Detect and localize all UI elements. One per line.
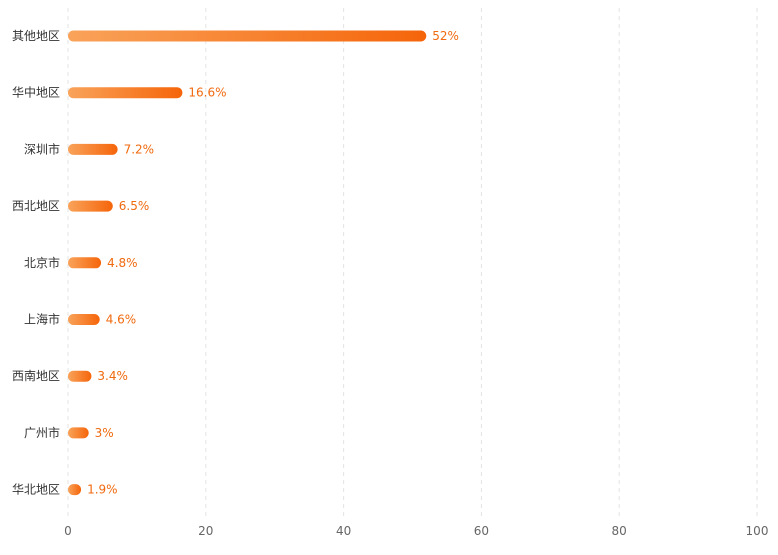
category-label: 北京市 [24, 255, 60, 270]
value-label: 3.4% [97, 369, 128, 383]
value-label: 4.6% [106, 313, 137, 327]
bar[interactable] [68, 427, 89, 439]
bar[interactable] [68, 30, 427, 42]
x-tick-label: 60 [474, 524, 489, 538]
x-tick-label: 100 [746, 524, 769, 538]
value-label: 16.6% [188, 86, 226, 100]
category-label: 华中地区 [12, 85, 60, 100]
value-label: 7.2% [124, 142, 155, 156]
x-tick-label: 0 [64, 524, 72, 538]
bar[interactable] [68, 484, 82, 496]
category-label: 广州市 [24, 425, 60, 440]
value-label: 3% [95, 426, 114, 440]
x-tick-label: 80 [612, 524, 627, 538]
bar[interactable] [68, 87, 183, 99]
category-label: 西南地区 [12, 368, 60, 383]
x-tick-label: 40 [336, 524, 351, 538]
bar[interactable] [68, 314, 100, 325]
category-label: 华北地区 [12, 483, 60, 497]
value-label: 1.9% [87, 483, 118, 497]
value-labels: 52% 16.6% 7.2% 6.5% 4.8% 4.6% 3.4% 3% 1.9% [87, 29, 459, 497]
category-label: 深圳市 [24, 141, 60, 156]
bar[interactable] [68, 370, 92, 382]
x-axis-ticks: 0 20 40 60 80 100 [64, 524, 768, 538]
bar[interactable] [68, 143, 118, 155]
gridlines [67, 8, 758, 520]
category-label: 其他地区 [12, 29, 60, 43]
x-tick-label: 20 [198, 524, 213, 538]
category-label: 上海市 [24, 312, 60, 327]
category-label: 西北地区 [12, 199, 60, 213]
bar[interactable] [68, 200, 113, 212]
value-label: 4.8% [107, 256, 137, 270]
bars [68, 30, 427, 496]
value-label: 52% [432, 29, 459, 43]
bar[interactable] [68, 257, 102, 269]
value-label: 6.5% [119, 199, 150, 213]
